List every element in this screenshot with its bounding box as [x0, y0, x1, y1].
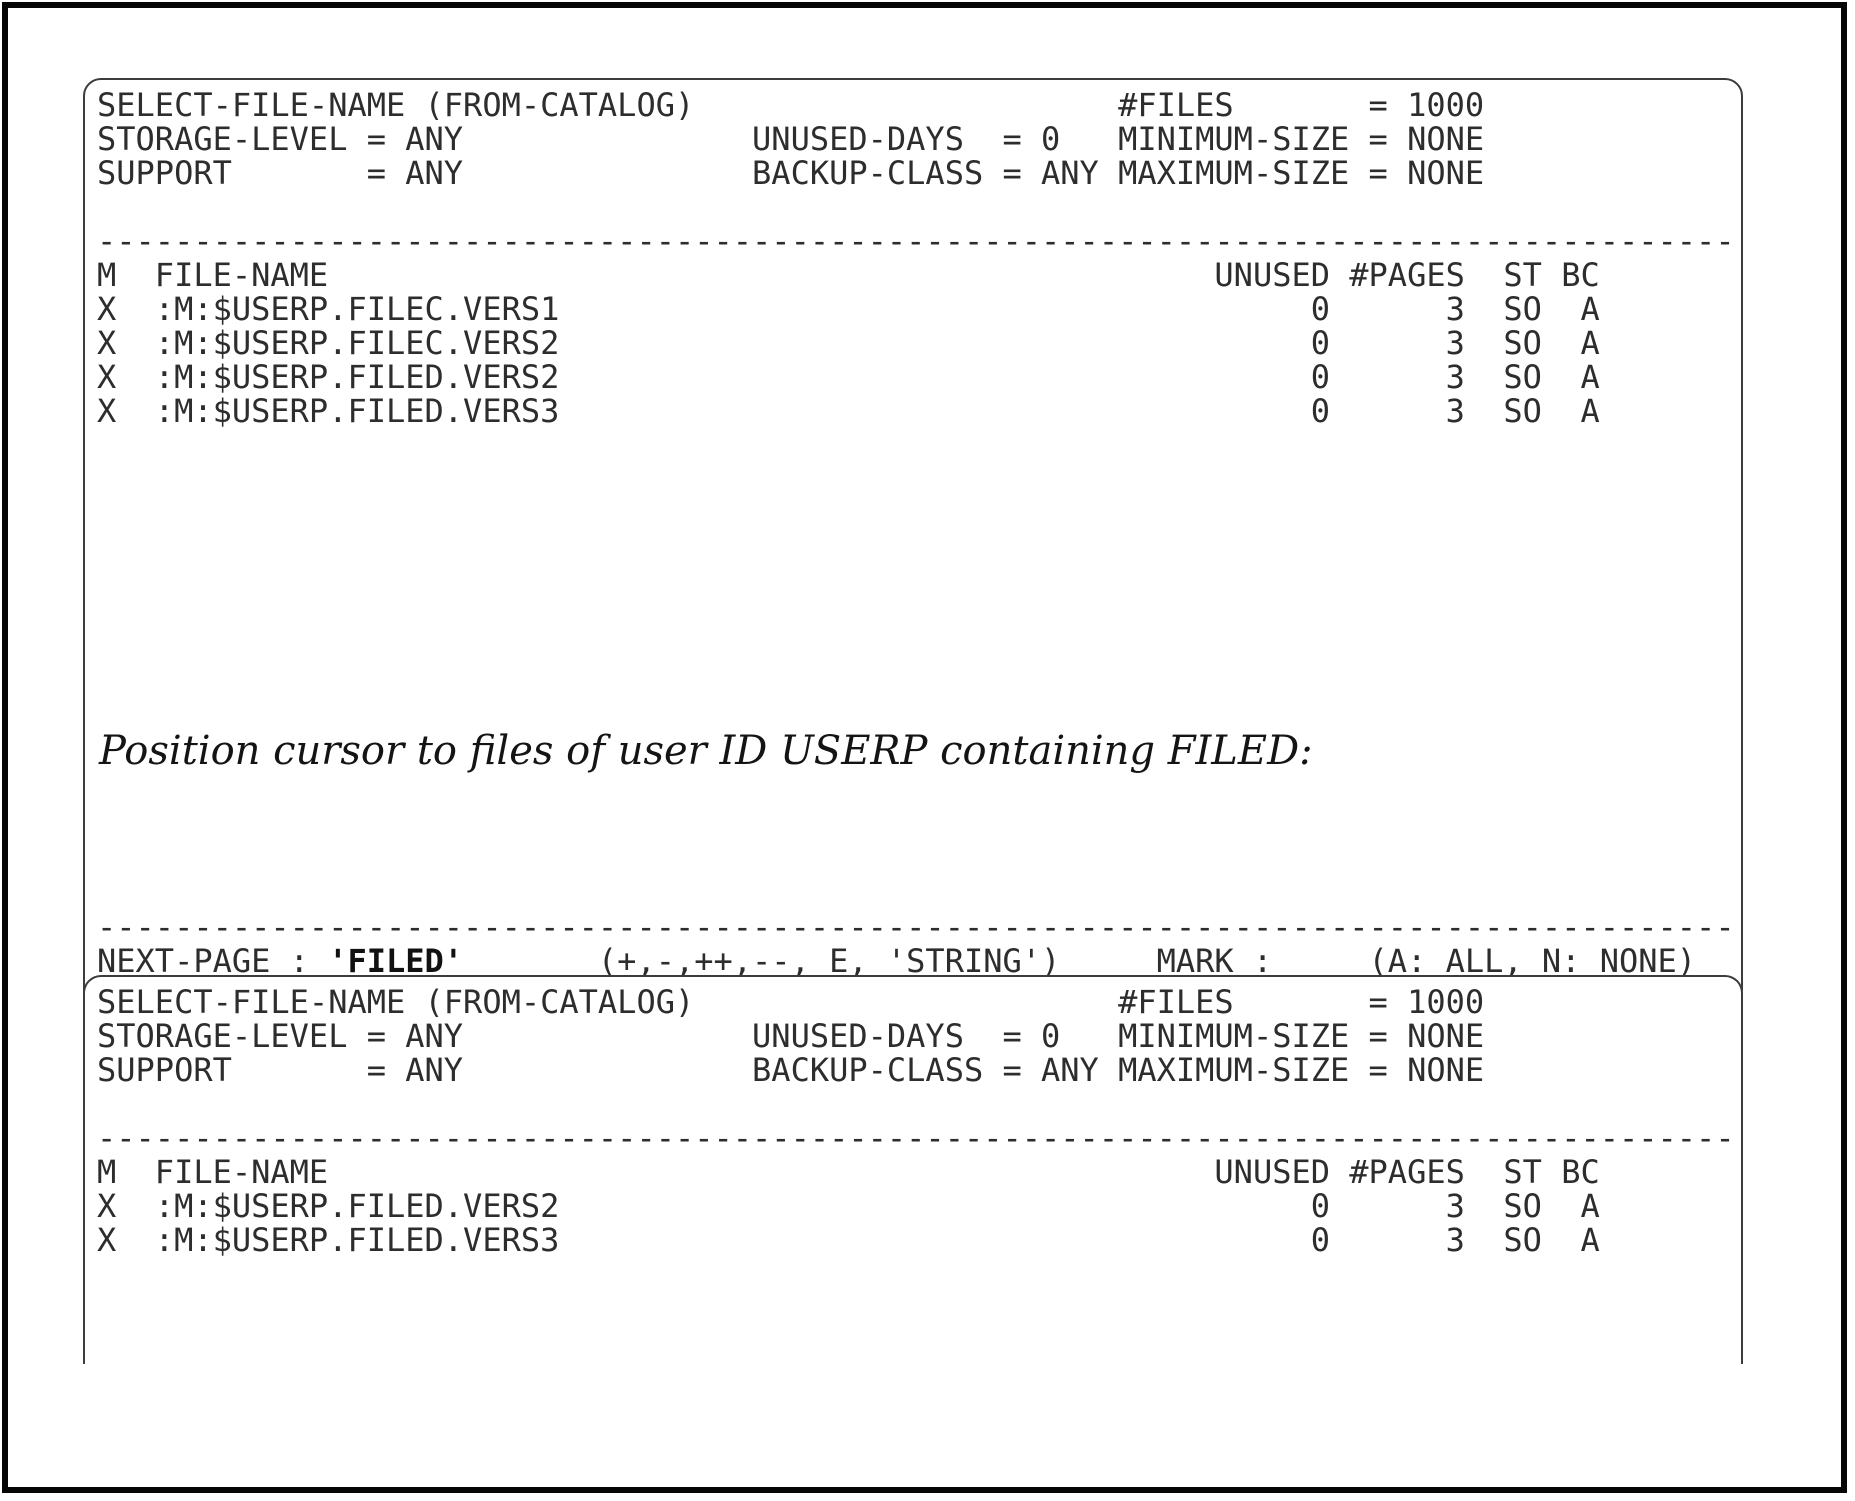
screen-line: ----------------------------------------… — [97, 1119, 1735, 1157]
separator-line: ----------------------------------------… — [97, 908, 1735, 946]
screen-line: ----------------------------------------… — [97, 222, 1735, 260]
figure-annotation: Position cursor to files of user ID USER… — [99, 728, 1313, 774]
screen-line: X :M:$USERP.FILED.VERS2 0 3 SO A — [97, 1187, 1600, 1225]
next-page-input[interactable]: 'FILED' — [328, 942, 464, 980]
screen-line: X :M:$USERP.FILED.VERS3 0 3 SO A — [97, 392, 1600, 430]
screen-line: SUPPORT = ANY BACKUP-CLASS = ANY MAXIMUM… — [97, 154, 1485, 192]
screen-line: SUPPORT = ANY BACKUP-CLASS = ANY MAXIMUM… — [97, 1051, 1485, 1089]
screen-line: SELECT-FILE-NAME (FROM-CATALOG) #FILES =… — [97, 86, 1485, 124]
screen-line: STORAGE-LEVEL = ANY UNUSED-DAYS = 0 MINI… — [97, 120, 1485, 158]
screen-line: X :M:$USERP.FILEC.VERS2 0 3 SO A — [97, 324, 1600, 362]
screen-body: SELECT-FILE-NAME (FROM-CATALOG) #FILES =… — [85, 977, 1741, 1257]
screen-line: X :M:$USERP.FILED.VERS2 0 3 SO A — [97, 358, 1600, 396]
screen-line: SELECT-FILE-NAME (FROM-CATALOG) #FILES =… — [97, 983, 1485, 1021]
next-page-options-and-mark-field: (+,-,++,--, E, 'STRING') MARK : (A: ALL,… — [463, 942, 1697, 980]
screen-line: X :M:$USERP.FILEC.VERS1 0 3 SO A — [97, 290, 1600, 328]
file-select-screen-after: SELECT-FILE-NAME (FROM-CATALOG) #FILES =… — [83, 975, 1743, 1364]
screen-line — [97, 1087, 1741, 1121]
screen-line: M FILE-NAME UNUSED #PAGES ST BC — [97, 256, 1600, 294]
command-area: ----------------------------------------… — [97, 910, 1735, 978]
screen-body: SELECT-FILE-NAME (FROM-CATALOG) #FILES =… — [85, 80, 1741, 428]
file-select-screen-before: SELECT-FILE-NAME (FROM-CATALOG) #FILES =… — [83, 78, 1743, 1008]
screen-line: X :M:$USERP.FILED.VERS3 0 3 SO A — [97, 1221, 1600, 1259]
screen-line: M FILE-NAME UNUSED #PAGES ST BC — [97, 1153, 1600, 1191]
screen-line — [97, 190, 1741, 224]
next-page-line: NEXT-PAGE : 'FILED' (+,-,++,--, E, 'STRI… — [97, 944, 1735, 978]
next-page-label: NEXT-PAGE : — [97, 942, 329, 980]
screen-line: STORAGE-LEVEL = ANY UNUSED-DAYS = 0 MINI… — [97, 1017, 1485, 1055]
